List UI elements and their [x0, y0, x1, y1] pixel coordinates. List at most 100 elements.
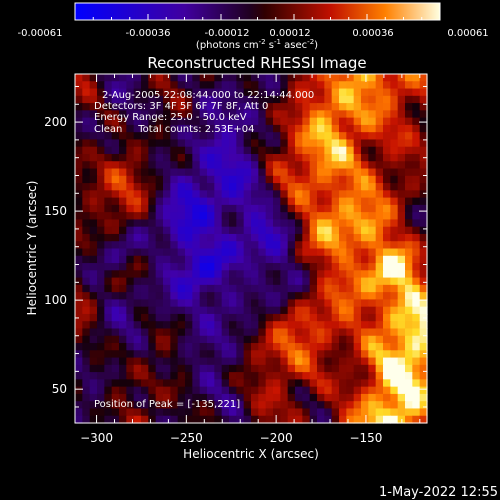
heatmap-cell	[163, 335, 171, 344]
heatmap-cell	[317, 132, 325, 141]
heatmap-cell	[405, 350, 413, 359]
heatmap-cell	[361, 393, 369, 402]
heatmap-cell	[397, 197, 406, 206]
heatmap-image	[75, 74, 428, 424]
heatmap-cell	[177, 270, 186, 279]
heatmap-cell	[119, 357, 127, 366]
heatmap-cell	[309, 190, 318, 199]
heatmap-cell	[375, 74, 384, 82]
heatmap-cell	[324, 183, 333, 191]
heatmap-cell	[302, 321, 311, 330]
heatmap-cell	[104, 103, 113, 111]
heatmap-cell	[111, 103, 120, 111]
heatmap-cell	[177, 110, 186, 119]
heatmap-cell	[390, 372, 399, 380]
heatmap-cell	[353, 226, 362, 235]
heatmap-cell	[361, 335, 369, 344]
heatmap-cell	[243, 153, 252, 162]
heatmap-cell	[258, 132, 267, 141]
heatmap-cell	[155, 204, 164, 213]
heatmap-cell	[119, 139, 127, 148]
heatmap-cell	[229, 183, 237, 191]
heatmap-cell	[405, 328, 413, 337]
heatmap-cell	[221, 233, 230, 242]
heatmap-cell	[214, 270, 223, 279]
heatmap-cell	[207, 372, 215, 380]
heatmap-cell	[339, 343, 347, 351]
heatmap-cell	[214, 175, 223, 184]
heatmap-cell	[353, 248, 362, 257]
heatmap-cell	[412, 81, 421, 90]
heatmap-cell	[89, 204, 98, 213]
heatmap-cell	[141, 408, 149, 417]
heatmap-cell	[185, 226, 193, 235]
heatmap-cell	[236, 393, 245, 402]
heatmap-cell	[295, 219, 303, 228]
heatmap-cell	[302, 248, 311, 257]
heatmap-cell	[368, 255, 377, 264]
heatmap-cell	[324, 321, 333, 330]
heatmap-cell	[89, 328, 98, 337]
heatmap-cell	[170, 139, 179, 148]
heatmap-cell	[207, 335, 215, 344]
heatmap-cell	[383, 372, 391, 380]
heatmap-cell	[185, 132, 193, 141]
heatmap-cell	[104, 408, 113, 417]
heatmap-cell	[346, 386, 355, 395]
heatmap-cell	[273, 161, 281, 170]
heatmap-cell	[339, 248, 347, 257]
heatmap-cell	[265, 233, 274, 242]
heatmap-cell	[251, 408, 259, 417]
heatmap-cell	[214, 212, 223, 221]
heatmap-cell	[295, 263, 303, 271]
heatmap-cell	[126, 277, 135, 286]
heatmap-cell	[339, 226, 347, 235]
heatmap-cell	[317, 255, 325, 264]
heatmap-cell	[309, 401, 318, 410]
heatmap-cell	[273, 357, 281, 366]
heatmap-cell	[163, 364, 171, 373]
heatmap-cell	[97, 284, 105, 293]
heatmap-cell	[295, 248, 303, 257]
heatmap-cell	[170, 292, 179, 300]
heatmap-cell	[75, 350, 83, 359]
heatmap-cell	[265, 313, 274, 322]
heatmap-cell	[383, 321, 391, 330]
heatmap-cell	[148, 386, 157, 395]
heatmap-cell	[324, 299, 333, 308]
heatmap-cell	[141, 124, 149, 133]
heatmap-cell	[111, 284, 120, 293]
heatmap-cell	[243, 219, 252, 228]
heatmap-cell	[111, 153, 120, 162]
heatmap-cell	[243, 328, 252, 337]
heatmap-cell	[97, 190, 105, 199]
heatmap-cell	[111, 321, 120, 330]
heatmap-cell	[133, 299, 142, 308]
heatmap-cell	[412, 226, 421, 235]
heatmap-cell	[243, 124, 252, 133]
heatmap-cell	[361, 350, 369, 359]
heatmap-cell	[243, 233, 252, 242]
heatmap-cell	[221, 350, 230, 359]
heatmap-cell	[273, 263, 281, 271]
heatmap-cell	[236, 183, 245, 191]
heatmap-cell	[214, 372, 223, 380]
heatmap-cell	[133, 124, 142, 133]
heatmap-cell	[89, 81, 98, 90]
heatmap-cell	[148, 248, 157, 257]
heatmap-cell	[383, 292, 391, 300]
heatmap-cell	[324, 263, 333, 271]
heatmap-cell	[317, 226, 325, 235]
heatmap-cell	[302, 313, 311, 322]
heatmap-cell	[383, 88, 391, 97]
heatmap-cell	[331, 183, 340, 191]
heatmap-cell	[368, 270, 377, 279]
heatmap-cell	[331, 357, 340, 366]
heatmap-cell	[412, 117, 421, 126]
heatmap-cell	[243, 168, 252, 177]
heatmap-cell	[214, 306, 223, 315]
heatmap-cell	[229, 212, 237, 221]
heatmap-cell	[170, 350, 179, 359]
heatmap-cell	[243, 379, 252, 388]
heatmap-cell	[133, 386, 142, 395]
